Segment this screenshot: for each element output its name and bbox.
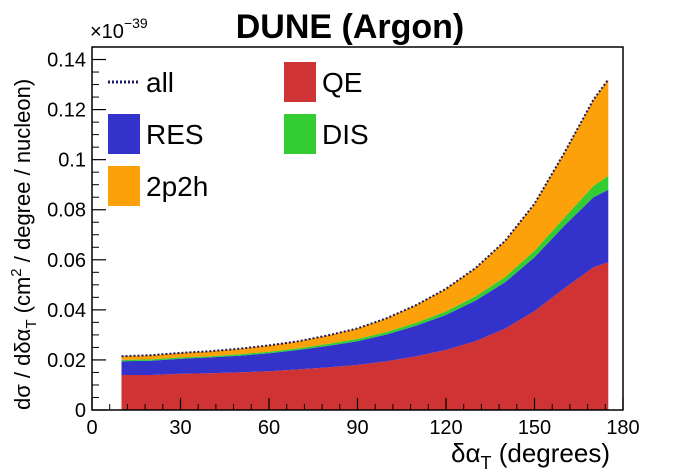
y-multiplier: ×10−39	[90, 15, 148, 43]
total-line-group	[121, 78, 610, 358]
y-tick-label: 0.06	[47, 250, 86, 272]
y-tick-label: 0.12	[47, 100, 86, 122]
y-ticks: 0 0.02 0.04 0.06 0.08 0.1 0.12 0.14	[47, 50, 106, 422]
x-tick-label: 120	[429, 417, 462, 439]
legend-label-2p2h: 2p2h	[146, 171, 208, 202]
legend-marker-2p2h	[108, 166, 140, 206]
x-tick-label: 0	[86, 417, 97, 439]
legend-marker-res	[108, 114, 140, 154]
y-tick-label: 0.02	[47, 350, 86, 372]
x-ticks: 0 30 60 90 120 150 180	[86, 398, 640, 439]
stacked-areas	[121, 79, 609, 410]
y-tick-label: 0.1	[58, 150, 86, 172]
legend-label-dis: DIS	[322, 119, 369, 150]
area-qe	[121, 262, 609, 410]
x-tick-label: 150	[518, 417, 551, 439]
x-tick-label: 30	[169, 417, 191, 439]
x-tick-label: 60	[258, 417, 280, 439]
legend-marker-qe	[284, 62, 316, 102]
x-axis-label: δαT (degrees)	[451, 438, 610, 473]
area-res	[121, 189, 609, 375]
legend: all QE RES DIS 2p2h	[108, 62, 369, 206]
y-tick-label: 0.04	[47, 300, 86, 322]
legend-label-res: RES	[146, 119, 204, 150]
x-tick-label: 180	[606, 417, 639, 439]
chart-title: DUNE (Argon)	[236, 8, 465, 46]
legend-label-all: all	[146, 67, 174, 98]
x-tick-label: 90	[346, 417, 368, 439]
legend-label-qe: QE	[322, 67, 362, 98]
total-line	[121, 78, 610, 358]
legend-marker-dis	[284, 114, 316, 154]
y-axis-label: dσ / dδαT (cm2 / degree / nucleon)	[8, 79, 40, 410]
y-tick-label: 0.14	[47, 50, 86, 72]
y-tick-label: 0.08	[47, 200, 86, 222]
y-tick-label: 0	[75, 400, 86, 422]
